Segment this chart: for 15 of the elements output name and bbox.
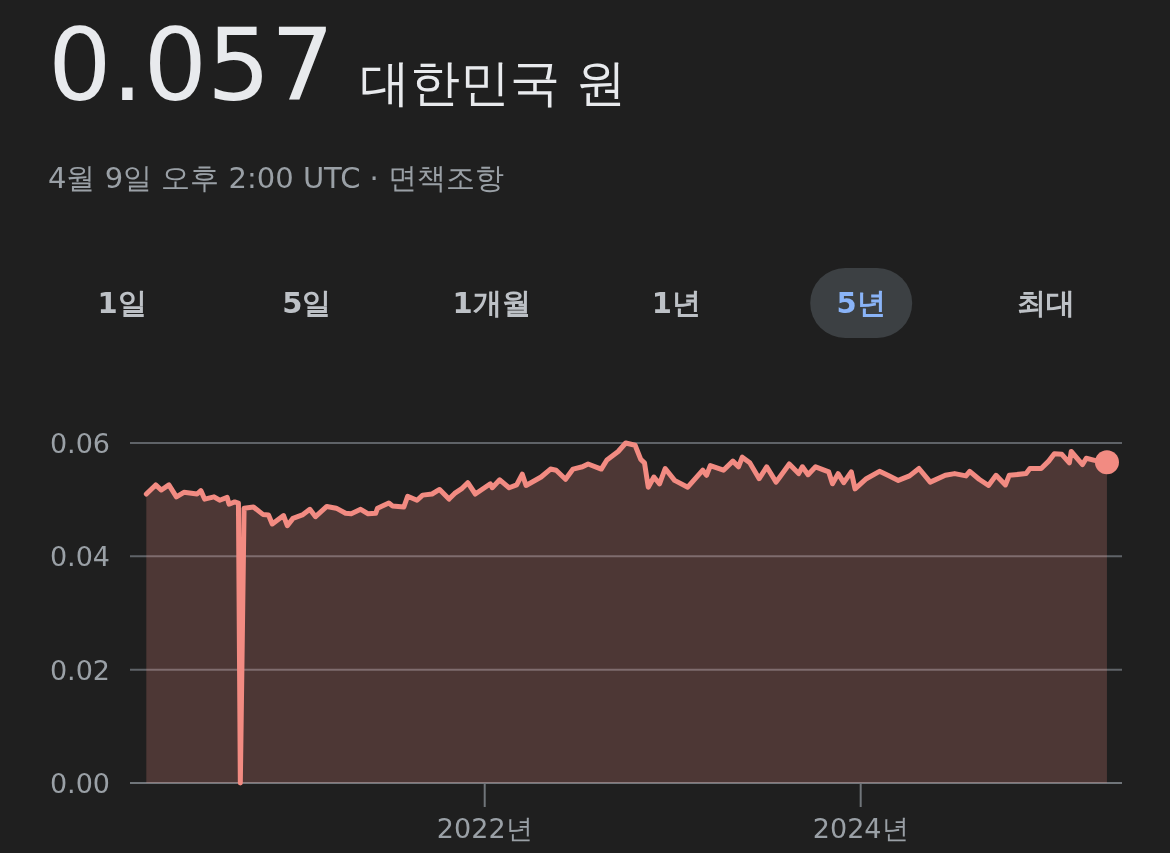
title: 0.057 <box>48 7 335 124</box>
subtitle: 대한민국 원 <box>360 54 627 112</box>
text: 1년 <box>651 286 701 320</box>
x-tick-label: 2022년 <box>436 813 533 844</box>
text: 1개월 <box>452 286 531 320</box>
text: 5일 <box>282 286 332 320</box>
y-tick-label: 0.00 <box>49 768 110 799</box>
y-tick-label: 0.06 <box>49 428 110 459</box>
text: 4월 9일 오후 2:00 UTC · 면책조항 <box>48 161 505 195</box>
y-tick-label: 0.02 <box>49 654 110 686</box>
text: 1일 <box>97 286 147 320</box>
text: 최대 <box>1017 286 1075 320</box>
text: 5년 <box>836 286 886 320</box>
x-tick-label: 2024년 <box>812 813 909 844</box>
y-tick-label: 0.04 <box>49 541 110 573</box>
